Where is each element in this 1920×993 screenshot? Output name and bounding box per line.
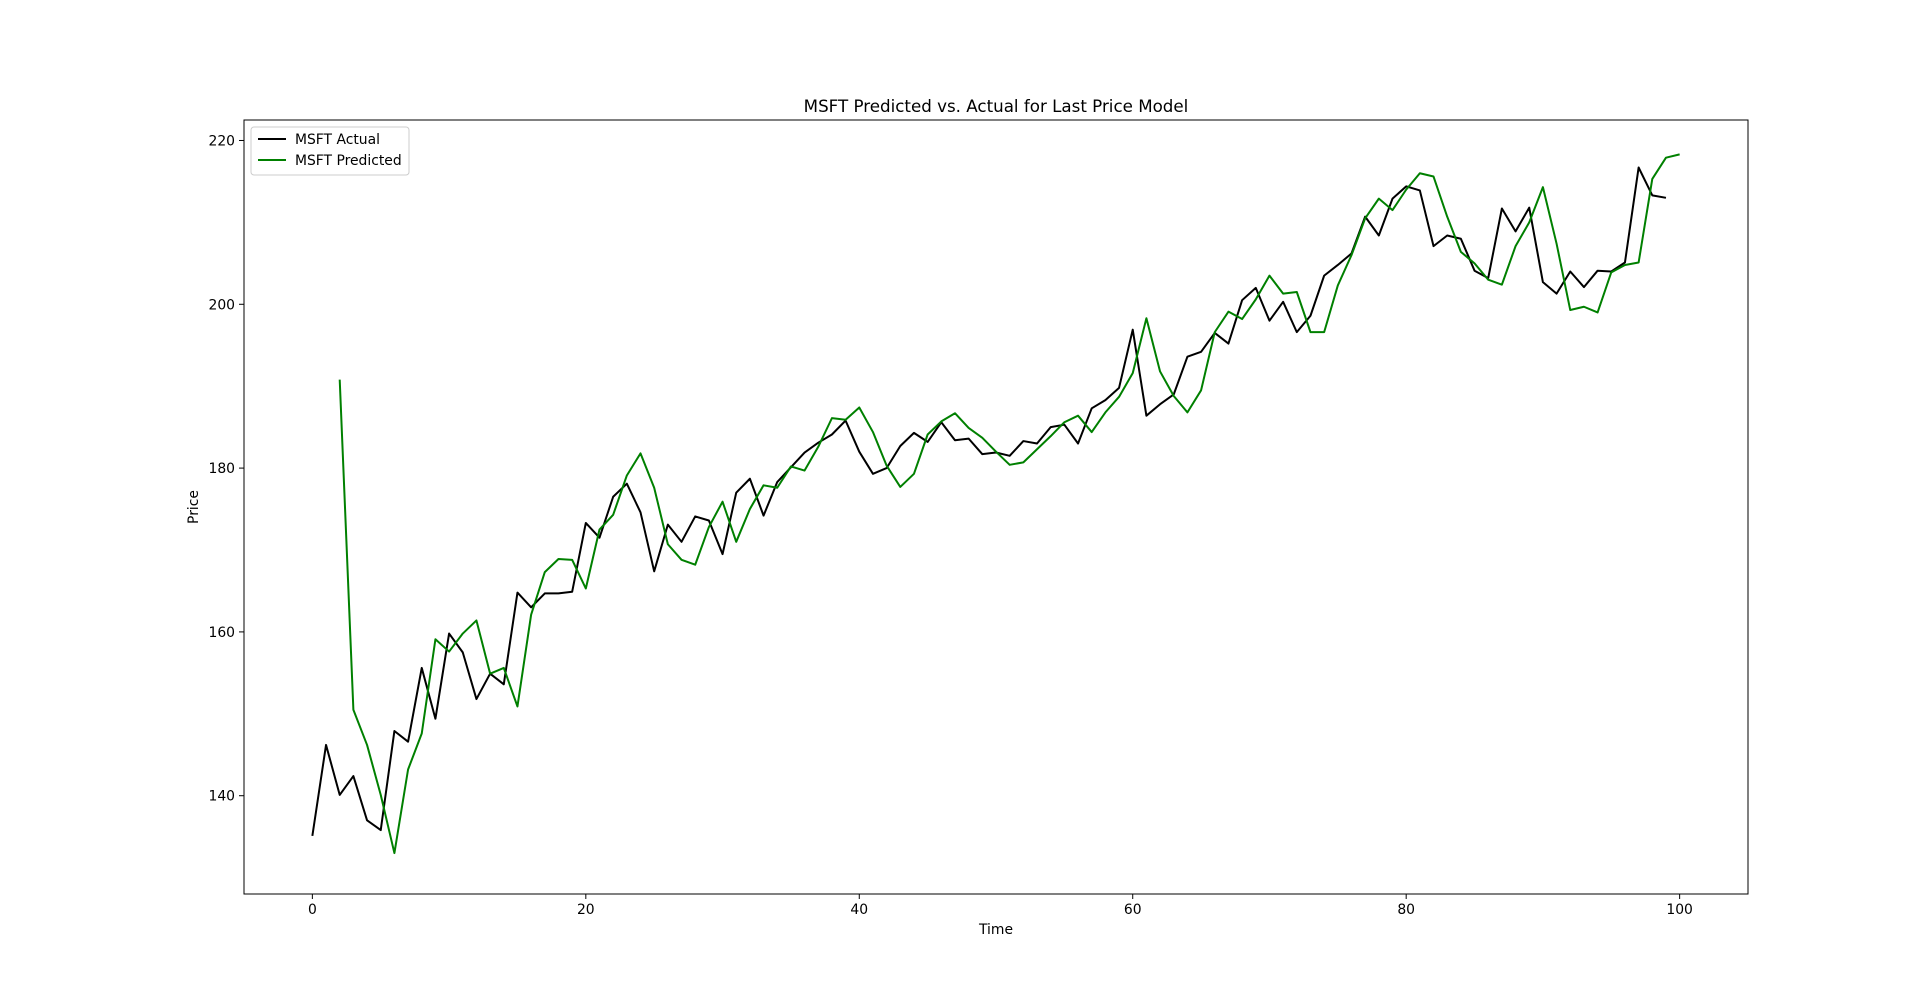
x-axis-ticks: 0 20 40 60 80 100 (308, 894, 1693, 918)
x-tick-label: 20 (577, 902, 595, 918)
x-tick-label: 100 (1666, 902, 1693, 918)
x-tick-label: 0 (308, 902, 317, 918)
legend: MSFT Actual MSFT Predicted (250, 126, 410, 176)
legend-label-actual: MSFT Actual (295, 132, 380, 148)
axes-frame (243, 119, 1749, 895)
legend-box (250, 126, 410, 176)
y-axis-label: Price (186, 490, 202, 524)
legend-label-predicted: MSFT Predicted (295, 153, 402, 169)
x-tick-label: 80 (1397, 902, 1415, 918)
chart-title: MSFT Predicted vs. Actual for Last Price… (804, 96, 1189, 116)
series-line-actual (311, 166, 1667, 836)
y-tick-label: 140 (208, 789, 235, 805)
y-axis-ticks: 140 160 180 200 220 (208, 133, 244, 805)
x-axis-label: Time (978, 922, 1013, 938)
y-tick-label: 200 (208, 297, 235, 313)
series-line-predicted (338, 153, 1680, 855)
x-tick-label: 60 (1124, 902, 1142, 918)
y-tick-label: 220 (208, 133, 235, 149)
plot-area (243, 119, 1749, 895)
y-tick-label: 180 (208, 461, 235, 477)
y-tick-label: 160 (208, 625, 235, 641)
x-tick-label: 40 (850, 902, 868, 918)
